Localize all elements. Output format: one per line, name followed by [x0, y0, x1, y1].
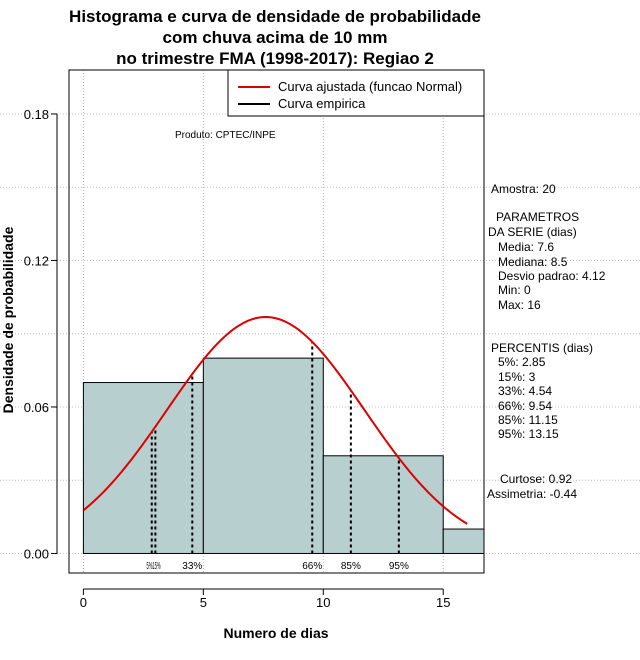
- percentile-label: 33%: [182, 561, 202, 572]
- chart-title-line-1: Histograma e curva de densidade de proba…: [69, 7, 481, 26]
- histogram-bars: [82, 357, 485, 554]
- chart-title-line-2: com chuva acima de 10 mm: [163, 28, 388, 47]
- stat-parametros-title-2: DA SERIE (dias): [488, 225, 577, 239]
- stat-p85: 85%: 11.15: [498, 413, 558, 427]
- x-tick-label: 0: [80, 595, 87, 610]
- y-tick-label: 0.06: [24, 400, 49, 415]
- stat-p66: 66%: 9.54: [498, 399, 552, 413]
- percentile-label: 95%: [389, 561, 409, 572]
- percentile-label: 66%: [302, 561, 322, 572]
- stat-percentis-title: PERCENTIS (dias): [491, 341, 593, 355]
- percentile-lines: [150, 341, 400, 554]
- y-tick-label: 0.00: [24, 546, 49, 561]
- percentile-label-5-15: 5%15%: [147, 561, 161, 572]
- percentile-labels: 33% 66% 85% 95% 5%15%: [147, 561, 409, 572]
- legend-box: [227, 69, 485, 117]
- legend-label-empirical: Curva empirica: [278, 96, 366, 111]
- stat-parametros-title-1: PARAMETROS: [496, 210, 579, 224]
- percentile-label: 85%: [341, 561, 361, 572]
- x-tick-label: 10: [316, 595, 330, 610]
- x-tick-label: 5: [200, 595, 207, 610]
- histogram-bar: [202, 357, 324, 554]
- stat-assimetria: Assimetria: -0.44: [487, 487, 577, 501]
- y-tick-label: 0.18: [24, 107, 49, 122]
- histogram-bar: [82, 382, 204, 554]
- legend-label-fitted: Curva ajustada (funcao Normal): [278, 79, 462, 94]
- x-tick-label: 15: [436, 595, 450, 610]
- stat-min: Min: 0: [498, 283, 531, 297]
- stat-media: Media: 7.6: [498, 240, 554, 254]
- stat-mediana: Mediana: 8.5: [498, 255, 568, 269]
- product-annotation: Produto: CPTEC/INPE: [175, 130, 276, 141]
- stat-max: Max: 16: [498, 298, 541, 312]
- fitted-normal-curve: [82, 316, 468, 525]
- stat-p33: 33%: 4.54: [498, 384, 552, 398]
- y-axis-label: Densidade de probabilidade: [0, 226, 16, 413]
- chart-title-line-3: no trimestre FMA (1998-2017): Regiao 2: [116, 49, 434, 68]
- y-tick-label: 0.12: [24, 253, 49, 268]
- histogram-bar: [442, 528, 485, 554]
- stats-panel: Amostra: 20 PARAMETROS DA SERIE (dias) M…: [487, 182, 606, 501]
- stat-desvio: Desvio padrao: 4.12: [498, 269, 606, 283]
- y-axis: 0.00 0.06 0.12 0.18: [24, 107, 58, 561]
- x-axis: 0 5 10 15: [80, 588, 450, 610]
- stat-p95: 95%: 13.15: [498, 427, 559, 441]
- legend: Curva ajustada (funcao Normal) Curva emp…: [227, 69, 485, 117]
- histogram-bar: [322, 455, 444, 554]
- stat-p5: 5%: 2.85: [498, 355, 546, 369]
- stat-amostra: Amostra: 20: [491, 182, 556, 196]
- stat-curtose: Curtose: 0.92: [500, 472, 572, 486]
- stat-p15: 15%: 3: [498, 370, 536, 384]
- x-axis-label: Numero de dias: [223, 625, 328, 641]
